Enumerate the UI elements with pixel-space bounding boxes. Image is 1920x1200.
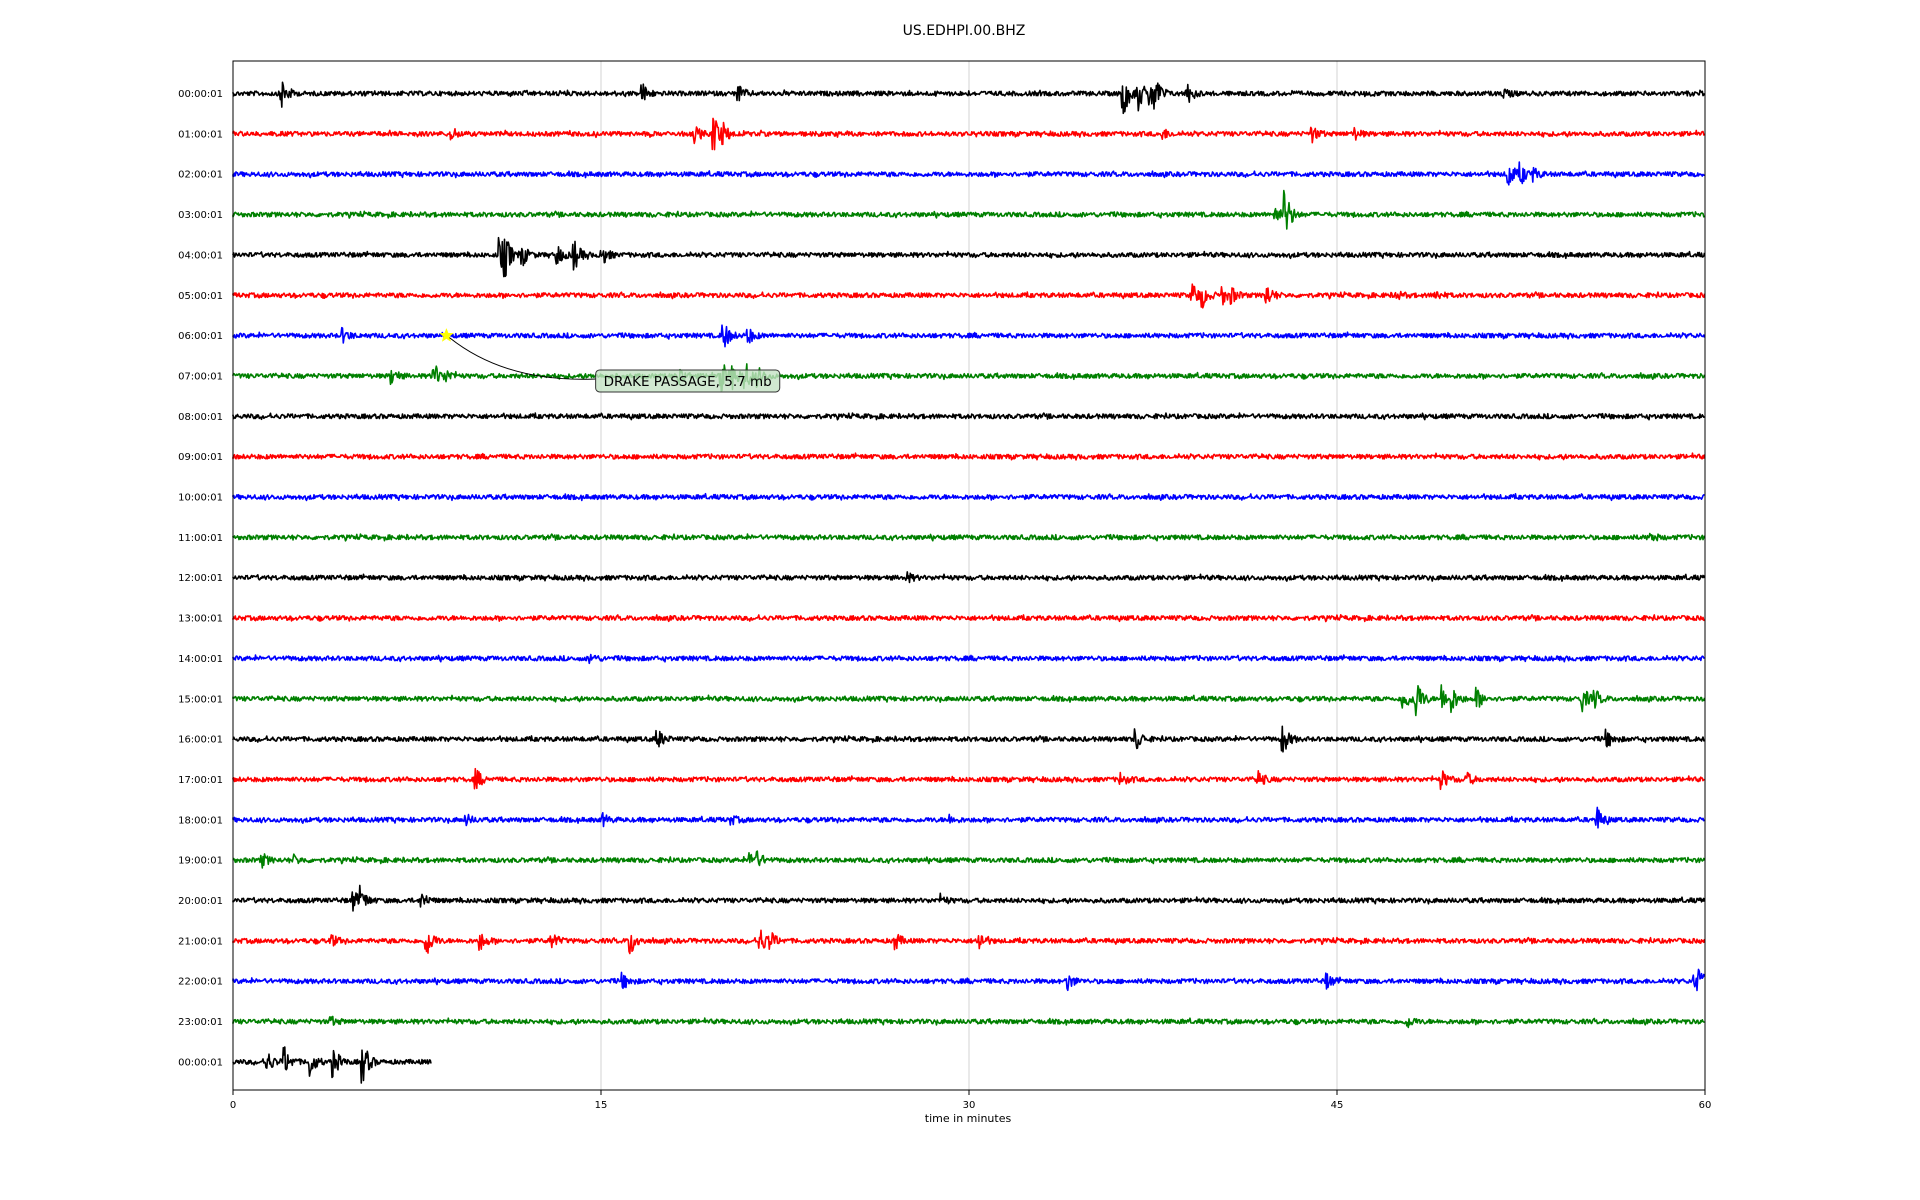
row-time-label: 13:00:01 — [178, 614, 223, 625]
trace-row — [232, 767, 1705, 791]
row-time-label: 07:00:01 — [178, 371, 223, 382]
event-star-marker — [439, 327, 454, 342]
event-markers: DRAKE PASSAGE, 5.7 mb — [439, 327, 781, 393]
row-time-label: 23:00:01 — [178, 1017, 223, 1028]
row-time-label: 14:00:01 — [178, 654, 223, 665]
trace-row — [232, 532, 1706, 542]
trace-row — [232, 363, 1706, 393]
trace-row — [232, 653, 1705, 665]
row-time-labels: 00:00:01 01:00:01 02:00:01 03:00:01 04:00:01… — [178, 89, 223, 1068]
row-time-label: 04:00:01 — [178, 250, 223, 261]
row-time-label: 00:00:01 — [178, 89, 223, 100]
row-time-label: 05:00:01 — [178, 291, 223, 302]
trace-row — [232, 850, 1706, 869]
row-time-label: 16:00:01 — [178, 735, 223, 746]
trace-row — [232, 324, 1706, 348]
trace-row — [232, 412, 1706, 421]
x-tick-label: 0 — [230, 1100, 236, 1111]
row-time-label: 11:00:01 — [178, 533, 223, 544]
trace-row — [232, 1015, 1705, 1029]
row-time-label: 06:00:01 — [178, 331, 223, 342]
trace-row — [232, 614, 1705, 623]
trace-row — [232, 884, 1706, 912]
x-tick-label: 60 — [1699, 1100, 1712, 1111]
trace-row — [232, 684, 1706, 717]
row-time-label: 00:00:01 — [178, 1057, 223, 1068]
row-time-label: 18:00:01 — [178, 815, 223, 826]
row-time-label: 03:00:01 — [178, 210, 223, 221]
annotation-background — [595, 369, 781, 393]
x-axis-label: time in minutes — [925, 1112, 1012, 1125]
row-time-label: 02:00:01 — [178, 170, 223, 181]
trace-row — [232, 492, 1706, 502]
x-tick-label: 45 — [1331, 1100, 1344, 1111]
x-tick-label: 30 — [963, 1100, 976, 1111]
row-time-label: 19:00:01 — [178, 856, 223, 867]
trace-row — [232, 571, 1706, 584]
trace-row — [232, 161, 1705, 186]
x-tick-label: 15 — [595, 1100, 608, 1111]
annotation-text: DRAKE PASSAGE, 5.7 mb — [604, 374, 772, 390]
trace-row — [232, 806, 1706, 829]
trace-row — [232, 1046, 432, 1084]
trace-row — [232, 189, 1706, 230]
trace-row — [232, 725, 1706, 753]
row-time-label: 09:00:01 — [178, 452, 223, 463]
x-axis: 0 15 30 45 60 — [230, 1090, 1712, 1111]
row-time-label: 17:00:01 — [178, 775, 223, 786]
trace-row — [232, 236, 1706, 278]
trace-row — [232, 283, 1706, 309]
trace-row — [232, 81, 1706, 115]
row-time-label: 21:00:01 — [178, 936, 223, 947]
row-time-label: 01:00:01 — [178, 129, 223, 140]
chart-title: US.EDHPI.00.BHZ — [903, 23, 1026, 39]
row-time-label: 15:00:01 — [178, 694, 223, 705]
trace-row — [232, 452, 1706, 461]
annotation-box: DRAKE PASSAGE, 5.7 mb — [595, 369, 781, 393]
annotation-connector — [449, 337, 596, 380]
trace-row — [232, 968, 1706, 992]
row-time-label: 22:00:01 — [178, 977, 223, 988]
seismic-traces — [232, 81, 1706, 1084]
row-time-label: 08:00:01 — [178, 412, 223, 423]
row-time-label: 10:00:01 — [178, 493, 223, 504]
row-time-label: 20:00:01 — [178, 896, 223, 907]
trace-row — [232, 929, 1706, 955]
trace-row — [232, 117, 1706, 151]
row-time-label: 12:00:01 — [178, 573, 223, 584]
